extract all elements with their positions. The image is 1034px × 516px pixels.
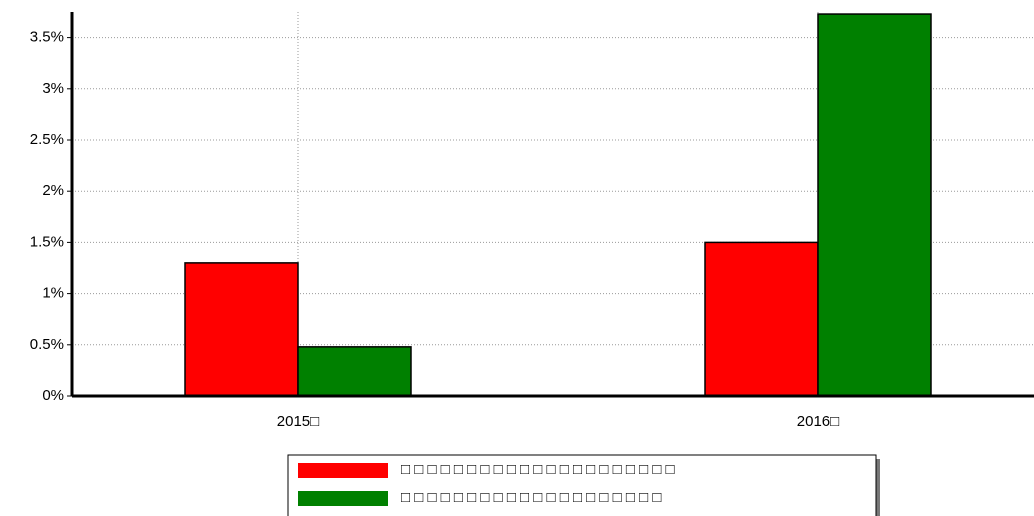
- y-tick-label: 3%: [42, 80, 64, 97]
- bar: [817, 13, 932, 397]
- legend-swatch: [298, 491, 388, 506]
- plot: 0% 0.5% 1% 1.5% 2% 2.5% 3% 3.5% 2015□ 2016□: [30, 12, 1034, 430]
- x-tick-label: 2015□: [277, 413, 319, 430]
- bar: [297, 346, 412, 397]
- y-tick-label: 1%: [42, 285, 64, 302]
- y-tick-label: 2.5%: [30, 131, 64, 148]
- y-tick-label: 2%: [42, 182, 64, 199]
- y-tick-label: 1.5%: [30, 233, 64, 250]
- y-tick-label: 0%: [42, 387, 64, 404]
- bar: [184, 262, 299, 397]
- y-tick-label: 3.5%: [30, 29, 64, 46]
- legend-label: □ □ □ □ □ □ □ □ □ □ □ □ □ □ □ □ □ □ □ □ …: [401, 461, 675, 478]
- y-tick-label: 0.5%: [30, 336, 64, 353]
- legend-swatch: [298, 463, 388, 478]
- bar: [704, 241, 819, 397]
- x-tick-label: 2016□: [797, 413, 839, 430]
- legend-label: □ □ □ □ □ □ □ □ □ □ □ □ □ □ □ □ □ □ □ □: [401, 489, 661, 506]
